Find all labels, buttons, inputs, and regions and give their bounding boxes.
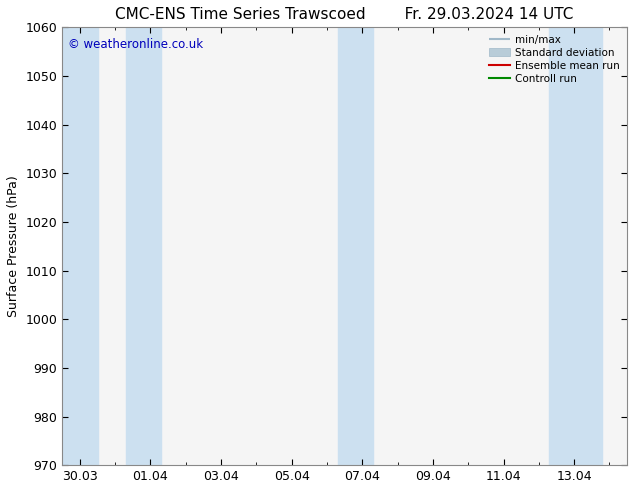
Bar	[550, 27, 602, 465]
Bar	[337, 27, 373, 465]
Bar	[62, 27, 98, 465]
Y-axis label: Surface Pressure (hPa): Surface Pressure (hPa)	[7, 175, 20, 317]
Legend: min/max, Standard deviation, Ensemble mean run, Controll run: min/max, Standard deviation, Ensemble me…	[485, 30, 624, 88]
Text: © weatheronline.co.uk: © weatheronline.co.uk	[68, 38, 203, 51]
Bar	[126, 27, 161, 465]
Title: CMC-ENS Time Series Trawscoed        Fr. 29.03.2024 14 UTC: CMC-ENS Time Series Trawscoed Fr. 29.03.…	[115, 7, 574, 22]
